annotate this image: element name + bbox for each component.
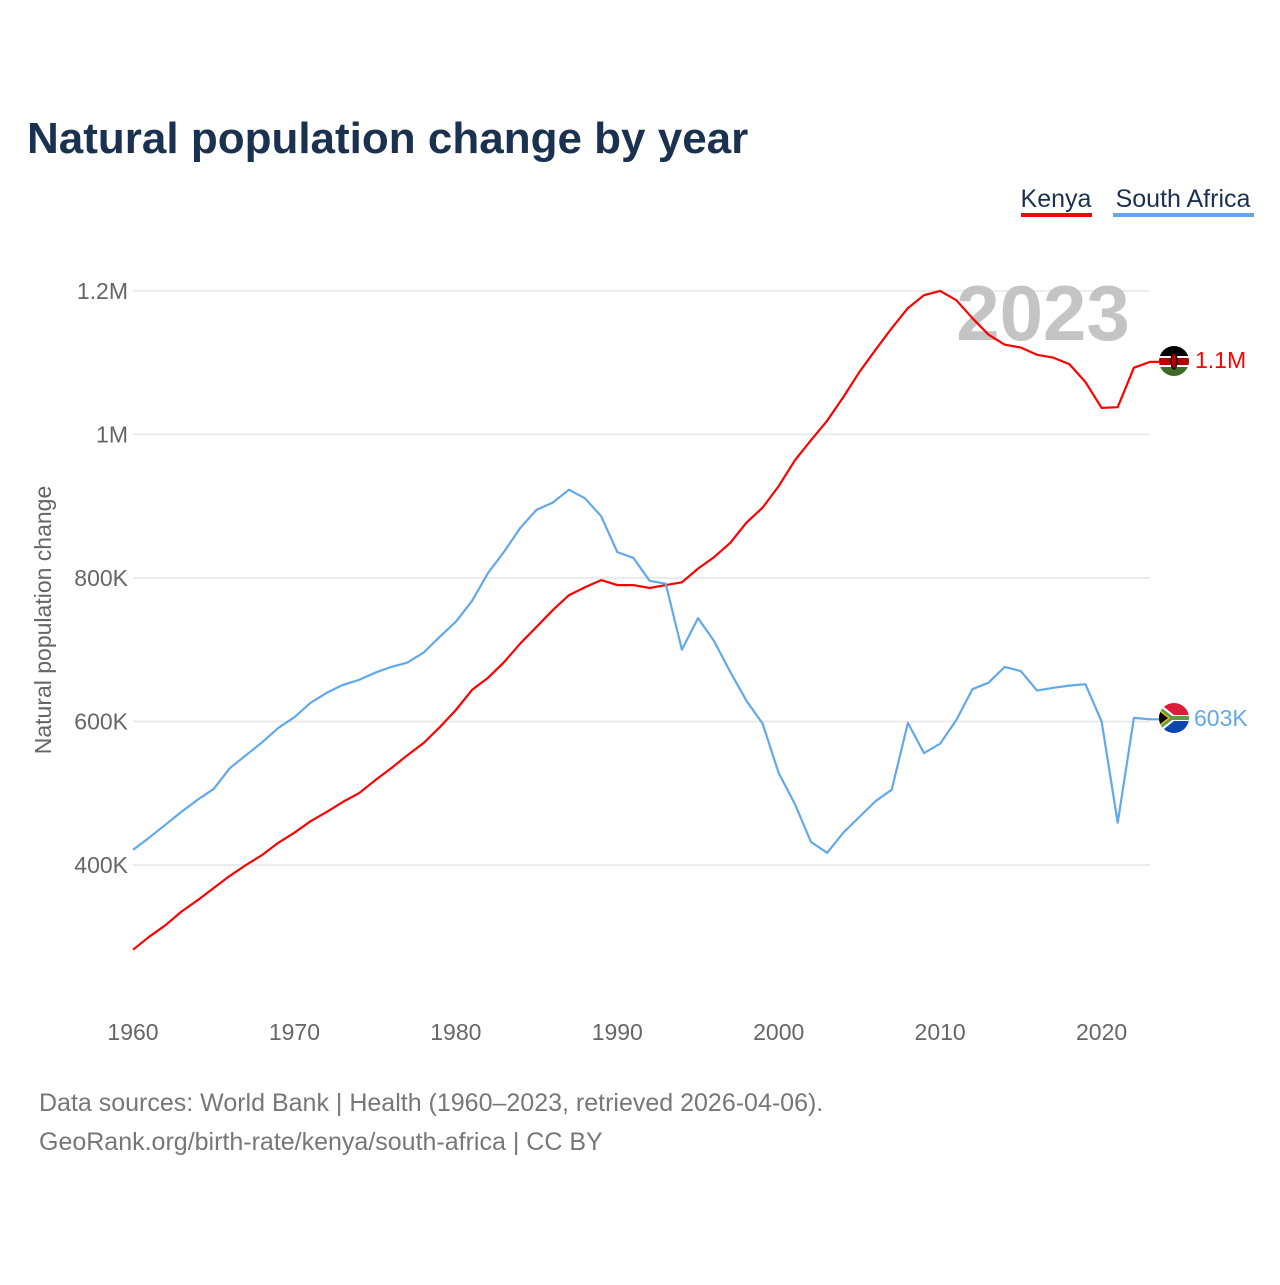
kenya-flag-icon xyxy=(1159,346,1189,376)
y-tick-label: 1M xyxy=(96,421,128,447)
y-axis-ticks: 400K 600K 800K 1M 1.2M xyxy=(74,278,128,878)
kenya-end-label: 1.1M xyxy=(1195,347,1246,373)
legend-item-kenya[interactable]: Kenya xyxy=(1021,185,1092,217)
legend-swatch-south-africa xyxy=(1113,213,1254,217)
footer-link[interactable]: GeoRank.org/birth-rate/kenya/south-afric… xyxy=(39,1128,603,1156)
x-tick-label: 2010 xyxy=(915,1019,966,1045)
x-tick-label: 1990 xyxy=(592,1019,643,1045)
x-tick-label: 1980 xyxy=(430,1019,481,1045)
x-axis-ticks: 1960 1970 1980 1990 2000 2010 2020 xyxy=(107,1019,1127,1045)
legend-label-kenya: Kenya xyxy=(1021,185,1092,213)
south-africa-end-label: 603K xyxy=(1194,705,1248,731)
legend: Kenya South Africa xyxy=(1021,185,1254,217)
y-tick-label: 1.2M xyxy=(77,278,128,304)
y-tick-label: 600K xyxy=(74,708,128,734)
x-tick-label: 1960 xyxy=(107,1019,158,1045)
gridlines xyxy=(133,290,1150,866)
series-lines xyxy=(132,289,1159,951)
legend-swatch-kenya xyxy=(1021,213,1092,217)
x-tick-label: 2000 xyxy=(753,1019,804,1045)
legend-label-south-africa: South Africa xyxy=(1116,185,1251,213)
footer-source: Data sources: World Bank | Health (1960–… xyxy=(39,1089,823,1117)
x-tick-label: 2020 xyxy=(1076,1019,1127,1045)
y-tick-label: 800K xyxy=(74,565,128,591)
chart-title: Natural population change by year xyxy=(27,114,748,163)
y-tick-label: 400K xyxy=(74,852,128,878)
south-africa-flag-icon xyxy=(1159,703,1189,733)
year-watermark: 2023 xyxy=(956,269,1130,357)
series-line-kenya xyxy=(132,289,1159,951)
legend-item-south-africa[interactable]: South Africa xyxy=(1113,185,1254,217)
series-line-south-africa xyxy=(132,488,1159,854)
x-tick-label: 1970 xyxy=(269,1019,320,1045)
y-axis-label: Natural population change xyxy=(30,486,56,755)
